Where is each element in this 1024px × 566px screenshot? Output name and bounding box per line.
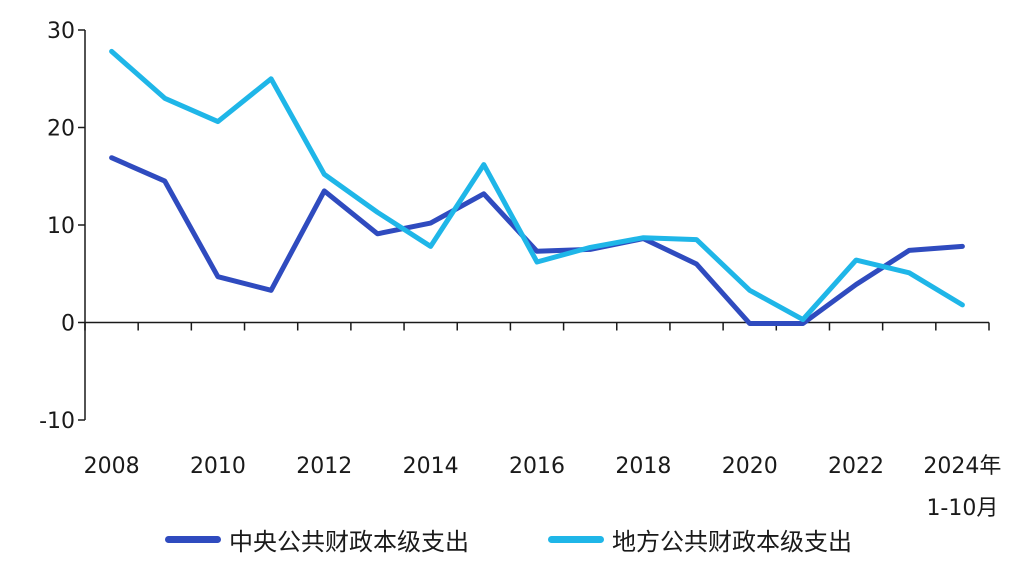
legend-label-local: 地方公共财政本级支出 bbox=[612, 528, 852, 556]
x-tick-label: 2016 bbox=[509, 454, 565, 479]
legend-item-central: 中央公共财政本级支出 bbox=[165, 522, 469, 557]
x-tick-label: 2008 bbox=[84, 454, 140, 479]
y-tick-label: 30 bbox=[47, 19, 75, 44]
x-tick-label: 2014 bbox=[403, 454, 459, 479]
legend-label-central: 中央公共财政本级支出 bbox=[229, 528, 469, 556]
legend: 中央公共财政本级支出 地方公共财政本级支出 bbox=[0, 522, 1024, 562]
y-tick-label: 20 bbox=[47, 117, 75, 142]
series-line-central bbox=[109, 155, 965, 326]
legend-swatch-local bbox=[548, 536, 604, 543]
series-group bbox=[109, 48, 965, 326]
x-tick-label: 2012 bbox=[296, 454, 352, 479]
series-line-local bbox=[109, 48, 965, 323]
axes bbox=[78, 29, 990, 421]
x-tick-label: 2022 bbox=[828, 454, 884, 479]
x-tick-label: 2018 bbox=[615, 454, 671, 479]
legend-swatch-central bbox=[165, 536, 221, 543]
y-tick-label: -10 bbox=[39, 409, 75, 434]
x-tick-label-line2: 1-10月 bbox=[926, 496, 998, 521]
y-tick-label: 0 bbox=[61, 312, 75, 337]
x-tick-label: 2020 bbox=[722, 454, 778, 479]
y-tick-label: 10 bbox=[47, 214, 75, 239]
legend-item-local: 地方公共财政本级支出 bbox=[548, 522, 852, 557]
x-tick-label: 2010 bbox=[190, 454, 246, 479]
x-tick-label: 2024年 bbox=[923, 454, 1001, 479]
